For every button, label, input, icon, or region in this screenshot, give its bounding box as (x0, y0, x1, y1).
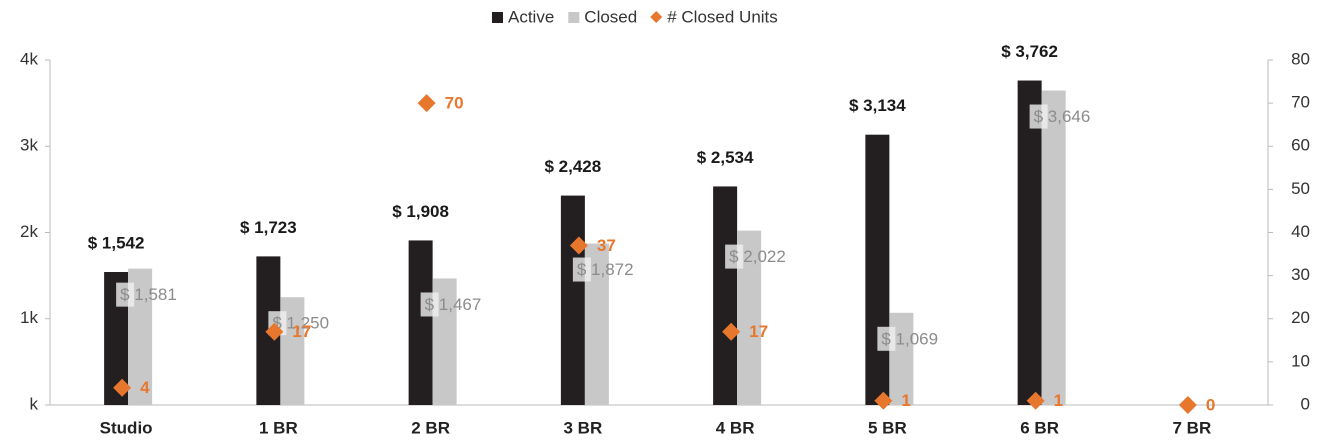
value-label: $ 2,534 (697, 148, 754, 167)
bar (865, 134, 890, 405)
marker (569, 236, 588, 255)
value-label: $ 3,762 (1001, 42, 1058, 61)
value-label: 70 (445, 94, 464, 113)
marker (113, 378, 132, 397)
legend-label: # Closed Units (667, 7, 778, 26)
x-tick-label: 5 BR (868, 418, 907, 437)
value-label: $ 3,646 (1034, 107, 1091, 126)
value-label: 17 (749, 322, 768, 341)
bar (560, 195, 585, 405)
value-label: 1 (1054, 391, 1063, 410)
value-label: $ 1,542 (88, 233, 145, 252)
value-label: $ 3,134 (849, 96, 906, 115)
y2-tick-label: 80 (1291, 49, 1310, 68)
label-bg (420, 292, 439, 317)
y-tick-label: 2k (20, 222, 38, 241)
y2-tick-label: 0 (1301, 394, 1310, 413)
y-tick-label: 4k (20, 49, 38, 68)
legend-label: Closed (584, 7, 637, 26)
marker (1178, 396, 1197, 414)
label-bg (877, 326, 896, 351)
marker (722, 322, 741, 341)
label-bg (572, 257, 591, 282)
x-tick-label: 4 BR (716, 418, 755, 437)
x-tick-label: 6 BR (1020, 418, 1059, 437)
value-label: $ 1,723 (240, 218, 297, 237)
y-tick-label: 3k (20, 136, 38, 155)
y-tick-label: 1k (20, 308, 38, 327)
value-label: $ 1,250 (272, 314, 329, 333)
value-label: 4 (140, 378, 150, 397)
value-label: $ 1,908 (392, 202, 449, 221)
y2-tick-label: 40 (1291, 222, 1310, 241)
bar (1017, 80, 1042, 405)
label-bg (1029, 104, 1048, 129)
value-label: 1 (901, 391, 910, 410)
x-tick-label: 3 BR (564, 418, 603, 437)
legend-swatch (492, 12, 503, 23)
y-tick-label: k (30, 394, 39, 413)
marker (1026, 391, 1045, 410)
x-tick-label: 1 BR (259, 418, 298, 437)
value-label: $ 1,467 (425, 295, 482, 314)
bar (1041, 90, 1066, 405)
value-label: $ 2,428 (545, 157, 602, 176)
y2-tick-label: 60 (1291, 136, 1310, 155)
value-label: 17 (292, 322, 311, 341)
value-label: $ 1,069 (881, 329, 938, 348)
marker (265, 322, 284, 341)
y2-tick-label: 70 (1291, 93, 1310, 112)
bar (713, 186, 738, 405)
bar (408, 240, 433, 405)
x-tick-label: Studio (100, 418, 153, 437)
label-bg (116, 282, 135, 307)
value-label: $ 2,022 (729, 247, 786, 266)
y2-tick-label: 20 (1291, 308, 1310, 327)
value-label: $ 1,872 (577, 260, 634, 279)
marker (874, 391, 893, 410)
legend-swatch (650, 11, 663, 23)
value-label: 0 (1206, 395, 1215, 414)
value-label: 37 (597, 236, 616, 255)
legend-swatch (568, 12, 580, 23)
y2-tick-label: 30 (1291, 265, 1310, 284)
legend-label: Active (508, 7, 554, 26)
y2-tick-label: 50 (1291, 179, 1310, 198)
y2-tick-label: 10 (1291, 351, 1310, 370)
value-label: $ 1,581 (120, 285, 177, 304)
x-tick-label: 2 BR (411, 418, 450, 437)
marker (417, 94, 436, 113)
label-bg (725, 244, 744, 269)
x-tick-label: 7 BR (1173, 418, 1212, 437)
